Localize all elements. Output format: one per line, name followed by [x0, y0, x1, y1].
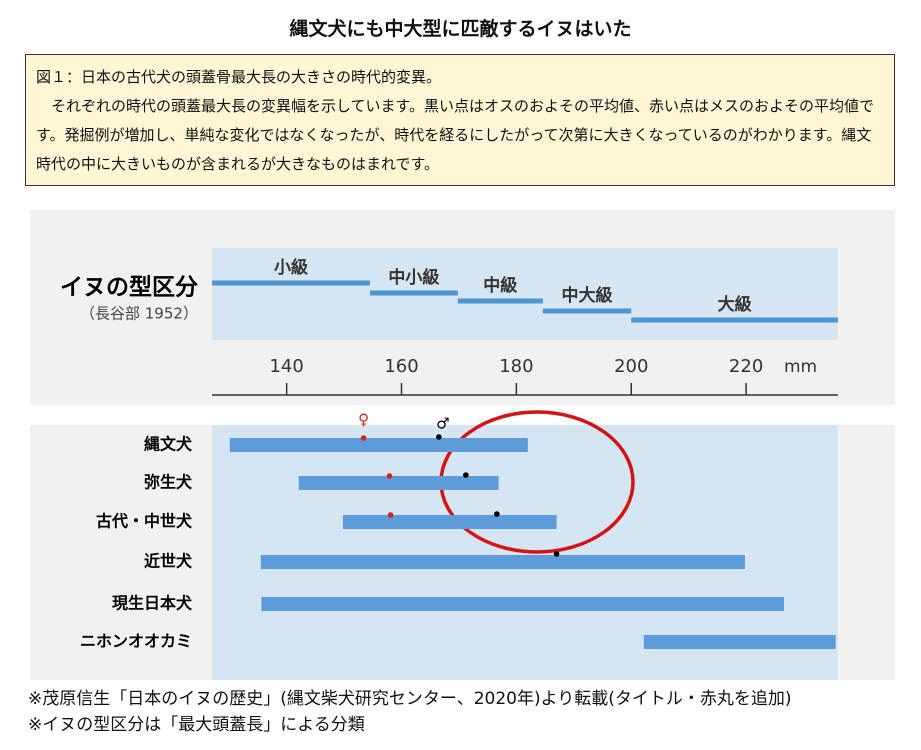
- category-label: 現生日本犬: [112, 594, 193, 613]
- range-bar: [229, 438, 528, 452]
- chart: イヌの型区分 （長谷部 1952） 小級 中小級 中級 中大級 大級 140 160 180 2…: [30, 210, 895, 680]
- x-tick-label: 140: [269, 356, 303, 377]
- x-tick-label: 200: [614, 356, 648, 377]
- category-label: 近世犬: [144, 552, 193, 571]
- x-tick-label: 180: [499, 356, 533, 377]
- female-symbol: ♀: [358, 411, 369, 429]
- class-panel: [212, 248, 838, 340]
- range-bar: [298, 476, 499, 490]
- caption-body: それぞれの時代の頭蓋最大長の変異幅を示しています。黒い点はオスのおよその平均値、…: [36, 97, 875, 173]
- range-bar: [260, 555, 745, 569]
- caption-heading: 図１：日本の古代犬の頭蓋骨最大長の大きさの時代的変異。: [36, 68, 442, 86]
- category-label: 古代・中世犬: [96, 512, 193, 531]
- range-bar: [261, 597, 785, 611]
- female-mean: [387, 512, 394, 518]
- female-mean: [360, 435, 367, 441]
- x-tick-label: 160: [384, 356, 418, 377]
- class-label: 小級: [274, 257, 308, 278]
- category-label: 弥生犬: [144, 473, 193, 492]
- page-title: 縄文犬にも中大型に匹敵するイヌはいた: [289, 18, 632, 40]
- male-mean: [494, 511, 500, 517]
- male-mean: [436, 434, 442, 440]
- male-symbol: ♂: [436, 415, 449, 433]
- x-tick-label: 220: [729, 356, 763, 377]
- class-label: 中級: [483, 275, 517, 296]
- male-mean: [553, 551, 560, 557]
- category-label: ニホンオオカミ: [80, 632, 192, 651]
- female-mean: [386, 473, 393, 479]
- range-bar: [342, 515, 557, 529]
- category-label: 縄文犬: [144, 435, 193, 454]
- x-unit: mm: [784, 357, 817, 377]
- class-label: 中大級: [562, 285, 613, 306]
- footnote: ※イヌの型区分は「最大頭蓋長」による分類: [28, 715, 365, 735]
- footnote: ※茂原信生「日本のイヌの歴史」(縄文柴犬研究センター、2020年)より転載(タイ…: [28, 689, 792, 709]
- class-title: イヌの型区分: [60, 275, 198, 301]
- male-mean: [463, 472, 469, 478]
- class-label: 大級: [718, 294, 752, 315]
- class-label: 中小級: [388, 267, 439, 288]
- separator: [30, 405, 895, 425]
- class-subtitle: （長谷部 1952）: [80, 305, 198, 323]
- caption-box: 図１：日本の古代犬の頭蓋骨最大長の大きさの時代的変異。 それぞれの時代の頭蓋最大…: [25, 54, 895, 186]
- range-bar: [643, 635, 836, 649]
